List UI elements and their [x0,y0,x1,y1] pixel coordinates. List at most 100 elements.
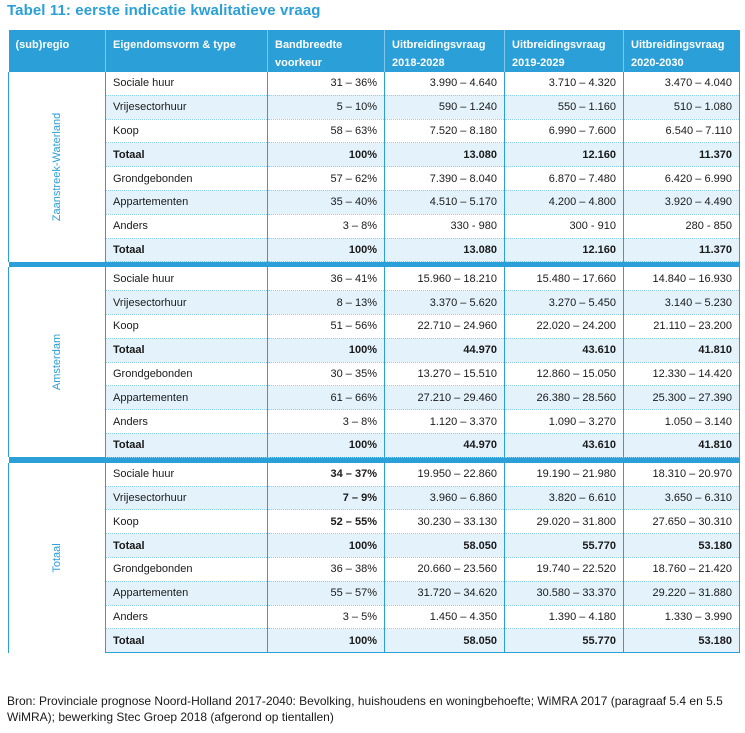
region-separator [8,261,740,268]
cell-label: Totaal [105,433,268,458]
table-row: Totaal 100% 13.080 12.160 11.370 [9,142,740,168]
table-row: Appartementen 61 – 66% 27.210 – 29.460 26.3… [9,385,740,411]
cell-label: Koop [105,119,268,144]
cell-band: 36 – 41% [267,267,385,292]
cell-y3: 41.810 [623,433,740,458]
cell-y1: 44.970 [384,433,505,458]
cell-band: 61 – 66% [267,385,385,411]
table-row: Appartementen 35 – 40% 4.510 – 5.170 4.200 … [9,190,740,215]
cell-band: 100% [267,628,385,654]
cell-band: 100% [267,238,385,263]
cell-band: 51 – 56% [267,314,385,339]
region-name: Zaanstreek-Waterland [51,112,63,222]
cell-y3: 27.650 – 30.310 [623,509,740,535]
cell-y3: 11.370 [623,142,740,168]
cell-y2: 19.190 – 21.980 [504,462,624,487]
cell-band: 31 – 36% [267,72,385,96]
cell-y1: 30.230 – 33.130 [384,509,505,535]
header-region: (sub)regio [8,30,106,72]
cell-y3: 3.470 – 4.040 [623,72,740,96]
cell-y1: 7.520 – 8.180 [384,119,505,144]
cell-y2: 12.160 [504,142,624,168]
cell-y3: 29.220 – 31.880 [623,581,740,606]
header-y1: Uitbreidingsvraag 2018-2028 [384,30,505,72]
cell-label: Appartementen [105,385,268,411]
cell-y3: 25.300 – 27.390 [623,385,740,411]
cell-y3: 1.050 – 3.140 [623,409,740,434]
cell-label: Sociale huur [105,462,268,487]
cell-y3: 280 - 850 [623,214,740,239]
cell-y2: 30.580 – 33.370 [504,581,624,606]
cell-y1: 31.720 – 34.620 [384,581,505,606]
data-table: (sub)regio Eigendomsvorm & type Bandbree… [8,30,740,654]
table-row: Vrijesectorhuur 8 – 13% 3.370 – 5.620 3.270… [9,290,740,315]
cell-y2: 29.020 – 31.800 [504,509,624,535]
cell-y2: 1.390 – 4.180 [504,605,624,630]
header-band: Bandbreedte voorkeur [267,30,385,72]
cell-label: Totaal [105,142,268,168]
cell-y3: 1.330 – 3.990 [623,605,740,630]
region-name: Amsterdam [51,334,63,391]
cell-y3: 53.180 [623,533,740,558]
table-row: Grondgebonden 36 – 38% 20.660 – 23.560 19.7… [9,557,740,582]
cell-band: 55 – 57% [267,581,385,606]
cell-label: Anders [105,214,268,239]
cell-band: 35 – 40% [267,190,385,215]
cell-band: 3 – 5% [267,605,385,630]
cell-label: Appartementen [105,581,268,606]
cell-y3: 18.760 – 21.420 [623,557,740,582]
cell-y3: 6.540 – 7.110 [623,119,740,144]
table-row: Zaanstreek-Waterland Sociale huur 31 – 36%… [8,72,740,262]
cell-y2: 3.270 – 5.450 [504,290,624,315]
table-row: Koop 52 – 55% 30.230 – 33.130 29.020 – 31.8… [9,509,740,535]
cell-label: Grondgebonden [105,557,268,582]
cell-y1: 1.120 – 3.370 [384,409,505,434]
cell-y3: 3.650 – 6.310 [623,486,740,511]
cell-y2: 4.200 – 4.800 [504,190,624,215]
cell-y3: 14.840 – 16.930 [623,267,740,292]
cell-y2: 22.020 – 24.200 [504,314,624,339]
cell-y1: 58.050 [384,628,505,654]
cell-y2: 6.990 – 7.600 [504,119,624,144]
cell-band: 100% [267,433,385,458]
cell-label: Koop [105,314,268,339]
cell-y3: 53.180 [623,628,740,654]
cell-y3: 18.310 – 20.970 [623,462,740,487]
cell-y1: 3.960 – 6.860 [384,486,505,511]
cell-y3: 3.920 – 4.490 [623,190,740,215]
table-row: Anders 3 – 8% 330 - 980 300 - 910 280 - 850 [9,214,740,239]
table-row: Totaal Sociale huur 34 – 37% 19.950 – 22.86… [8,462,740,653]
cell-y1: 22.710 – 24.960 [384,314,505,339]
table-row: Totaal 100% 58.050 55.770 53.180 [9,533,740,558]
table-row: Grondgebonden 30 – 35% 13.270 – 15.510 12.8… [9,362,740,387]
cell-y2: 6.870 – 7.480 [504,166,624,191]
header-y3: Uitbreidingsvraag 2020-2030 [623,30,740,72]
table-title: Tabel 11: eerste indicatie kwalitatieve … [7,2,321,19]
cell-y1: 3.370 – 5.620 [384,290,505,315]
cell-y3: 3.140 – 5.230 [623,290,740,315]
cell-label: Vrijesectorhuur [105,486,268,511]
table-body: Zaanstreek-Waterland Sociale huur 31 – 36%… [8,72,740,654]
cell-y2: 1.090 – 3.270 [504,409,624,434]
cell-band: 34 – 37% [267,462,385,487]
table-row: Appartementen 55 – 57% 31.720 – 34.620 30.5… [9,581,740,606]
table-row: Anders 3 – 8% 1.120 – 3.370 1.090 – 3.270 1.… [9,409,740,434]
cell-band: 52 – 55% [267,509,385,535]
cell-y1: 13.270 – 15.510 [384,362,505,387]
cell-label: Totaal [105,338,268,363]
separator-bar [8,457,740,463]
cell-y3: 21.110 – 23.200 [623,314,740,339]
region-name: Totaal [51,543,63,573]
cell-label: Vrijesectorhuur [105,95,268,120]
table-row: Totaal 100% 58.050 55.770 53.180 [9,628,740,654]
cell-band: 57 – 62% [267,166,385,191]
region-label: Zaanstreek-Waterland [8,72,106,262]
table-row: Amsterdam Sociale huur 36 – 41% 15.960 – 18… [8,267,740,458]
cell-label: Anders [105,409,268,434]
table-row: Anders 3 – 5% 1.450 – 4.350 1.390 – 4.180 1.… [9,605,740,630]
table-row: Vrijesectorhuur 7 – 9% 3.960 – 6.860 3.820 … [9,486,740,511]
cell-y3: 41.810 [623,338,740,363]
cell-label: Totaal [105,628,268,654]
cell-y1: 13.080 [384,142,505,168]
cell-y2: 12.160 [504,238,624,263]
